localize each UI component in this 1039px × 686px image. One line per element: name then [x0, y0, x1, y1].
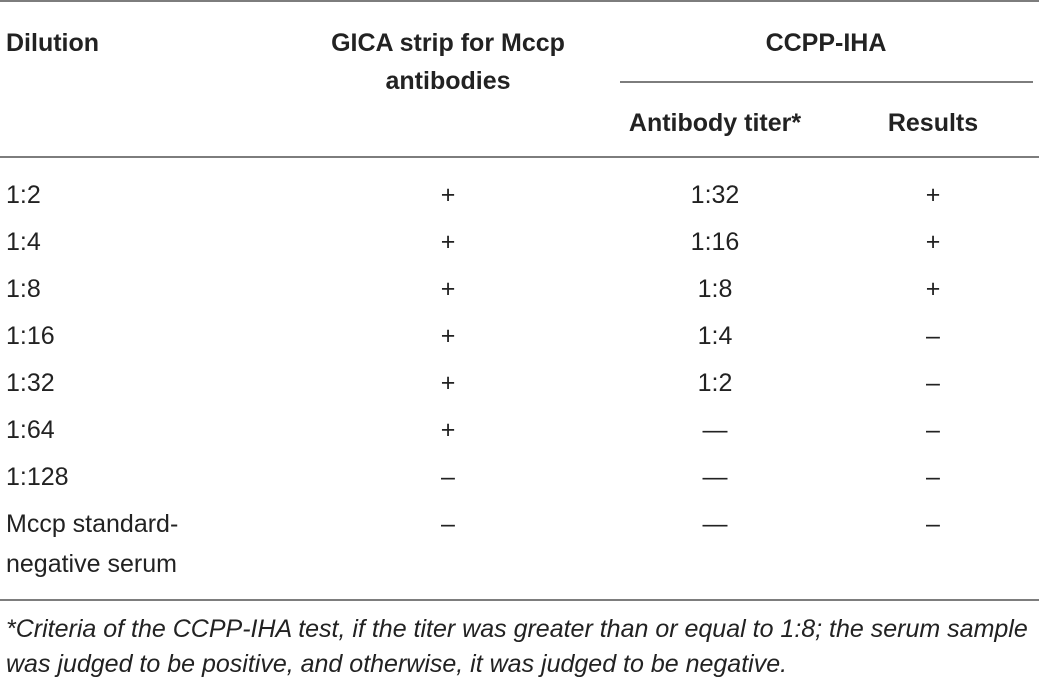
cell-dilution: 1:128	[6, 463, 69, 491]
cell-result: –	[926, 322, 940, 350]
cell-result: +	[925, 181, 941, 209]
cell-dilution-line2: negative serum	[6, 550, 177, 578]
header-results: Results	[887, 109, 979, 137]
cell-titer: —	[702, 416, 728, 444]
cell-titer: 1:32	[690, 181, 740, 209]
cell-gica: –	[441, 510, 455, 538]
cell-result: –	[926, 369, 940, 397]
cell-gica: +	[440, 275, 456, 303]
cell-result: +	[925, 228, 941, 256]
cell-gica: +	[440, 369, 456, 397]
table-footnote: *Criteria of the CCPP-IHA test, if the t…	[6, 615, 1028, 678]
cell-titer: —	[702, 510, 728, 538]
header-gica-line1: GICA strip for Mccp	[331, 29, 565, 57]
cell-result: –	[926, 416, 940, 444]
cell-dilution: 1:2	[6, 181, 41, 209]
cell-dilution: 1:16	[6, 322, 55, 350]
cell-titer: 1:4	[697, 322, 733, 350]
cell-result: –	[926, 463, 940, 491]
cell-dilution: 1:32	[6, 369, 55, 397]
cell-gica: +	[440, 416, 456, 444]
cell-gica: +	[440, 228, 456, 256]
header-dilution: Dilution	[6, 29, 100, 57]
cell-titer: 1:16	[690, 228, 740, 256]
table-bottom-rule	[0, 599, 1039, 601]
cell-gica: +	[440, 181, 456, 209]
cell-gica: +	[440, 322, 456, 350]
cell-result: –	[926, 510, 940, 538]
header-gica-line2: antibodies	[385, 67, 511, 95]
cell-titer: 1:2	[697, 369, 733, 397]
cell-dilution-line1: Mccp standard-	[6, 510, 179, 538]
cell-gica: –	[441, 463, 455, 491]
cell-dilution: 1:64	[6, 416, 55, 444]
header-antibody-titer: Antibody titer*	[628, 109, 802, 137]
cell-titer: 1:8	[697, 275, 733, 303]
cell-dilution: 1:4	[6, 228, 41, 256]
cell-titer: —	[702, 463, 728, 491]
header-ccpp-iha: CCPP-IHA	[765, 29, 887, 57]
cell-result: +	[925, 275, 941, 303]
table-top-rule	[0, 0, 1039, 2]
ccpp-iha-subrule	[620, 81, 1033, 83]
cell-dilution: 1:8	[6, 275, 41, 303]
header-bottom-rule	[0, 156, 1039, 158]
